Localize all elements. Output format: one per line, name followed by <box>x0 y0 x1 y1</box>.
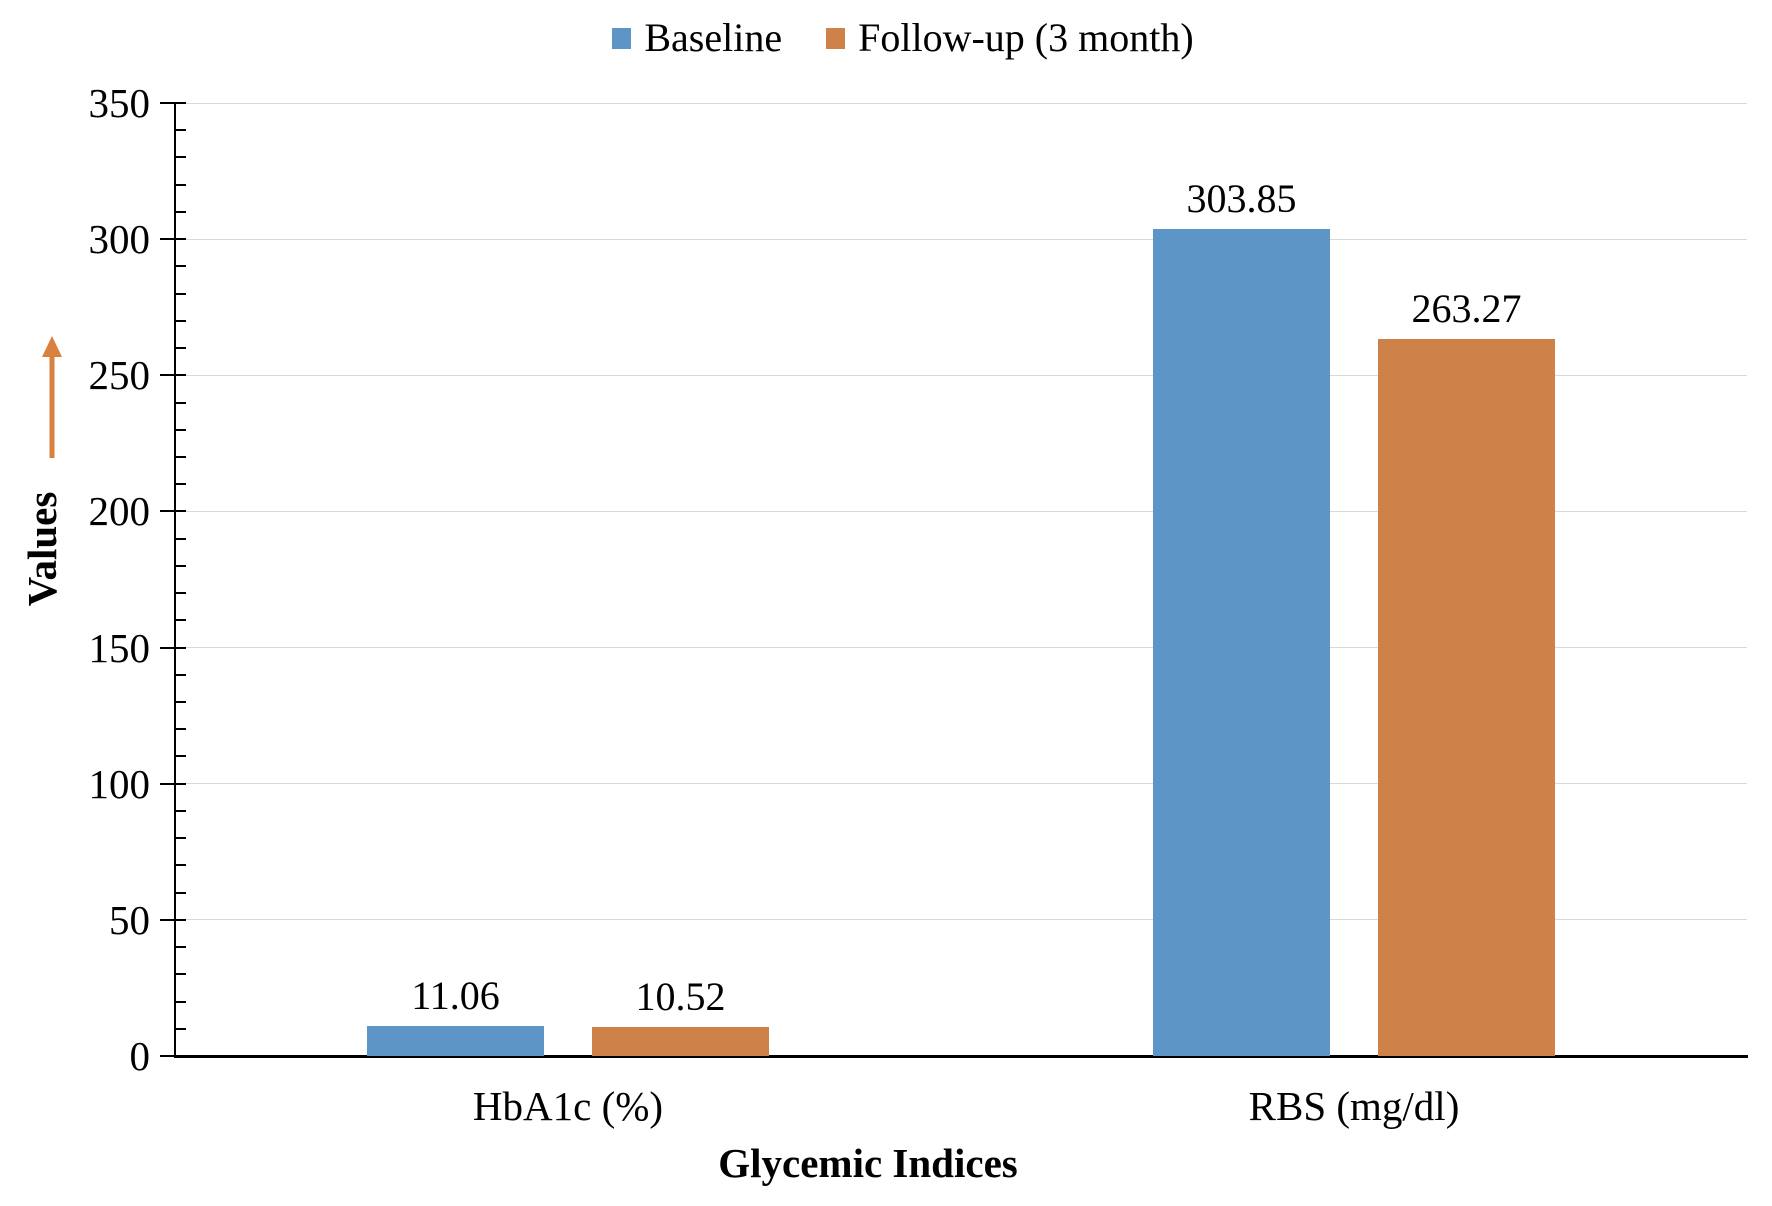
y-axis-arrow-icon <box>42 336 62 458</box>
y-minor-tick <box>175 809 186 812</box>
y-minor-tick <box>175 755 186 758</box>
y-minor-tick <box>175 1000 186 1003</box>
y-minor-tick <box>175 564 186 567</box>
bar-value-label: 303.85 <box>1186 175 1297 221</box>
y-minor-tick <box>175 129 186 132</box>
chart-legend: Baseline Follow-up (3 month) <box>17 14 1772 62</box>
y-minor-tick <box>175 347 186 350</box>
y-minor-tick <box>175 537 186 540</box>
bar-value-label: 263.27 <box>1411 286 1522 332</box>
y-minor-tick <box>175 673 186 676</box>
y-minor-tick <box>175 864 186 867</box>
y-minor-tick <box>175 1027 186 1030</box>
gridline <box>175 102 1747 104</box>
y-tick-label: 200 <box>88 488 151 535</box>
y-tick-label: 50 <box>109 896 150 943</box>
category-label: HbA1c (%) <box>472 1083 664 1129</box>
y-tick-label: 350 <box>88 80 151 126</box>
y-minor-tick <box>175 210 186 213</box>
gridline <box>175 374 1747 376</box>
legend-label: Follow-up (3 month) <box>858 15 1194 60</box>
y-minor-tick <box>175 428 186 431</box>
legend-label: Baseline <box>644 15 783 60</box>
y-minor-tick <box>175 592 186 595</box>
bar-baseline-cat1 <box>1153 228 1330 1056</box>
y-minor-tick <box>175 728 186 731</box>
y-minor-tick <box>175 701 186 704</box>
y-minor-tick <box>175 973 186 976</box>
legend-swatch-icon <box>826 27 846 49</box>
bar-baseline-cat0 <box>367 1025 544 1056</box>
y-major-tick <box>160 1055 186 1057</box>
bar-value-label: 11.06 <box>411 972 500 1018</box>
gridline <box>175 647 1747 649</box>
y-minor-tick <box>175 455 186 458</box>
y-major-tick <box>160 782 186 785</box>
y-tick-label: 0 <box>129 1033 151 1079</box>
y-tick-label: 100 <box>88 760 151 807</box>
y-minor-tick <box>175 946 186 949</box>
y-tick-label: 150 <box>88 624 151 671</box>
bar-follow-up-3-month-cat0 <box>592 1027 769 1056</box>
y-axis-line <box>174 103 176 1056</box>
y-minor-tick <box>175 483 186 486</box>
x-axis-line <box>174 1055 1748 1058</box>
gridline <box>175 510 1747 512</box>
y-tick-label: 300 <box>88 216 151 263</box>
y-minor-tick <box>175 265 186 268</box>
gridline <box>175 783 1747 785</box>
bar-follow-up-3-month-cat1 <box>1378 339 1555 1056</box>
legend-swatch-icon <box>612 27 632 49</box>
y-major-tick <box>160 374 186 377</box>
y-minor-tick <box>175 183 186 186</box>
y-major-tick <box>160 102 186 104</box>
y-minor-tick <box>175 619 186 622</box>
legend-item: Follow-up (3 month) <box>826 14 1194 62</box>
y-major-tick <box>160 510 186 513</box>
y-minor-tick <box>175 292 186 295</box>
gridline <box>175 919 1747 921</box>
x-axis-title: Glycemic Indices <box>718 1140 1018 1186</box>
y-major-tick <box>160 238 186 241</box>
y-minor-tick <box>175 837 186 840</box>
y-major-tick <box>160 646 186 649</box>
y-minor-tick <box>175 401 186 404</box>
y-minor-tick <box>175 156 186 159</box>
legend-item: Baseline <box>612 14 782 62</box>
gridline <box>175 238 1747 240</box>
y-minor-tick <box>175 891 186 894</box>
y-tick-label: 250 <box>88 352 151 399</box>
bar-value-label: 10.52 <box>635 974 726 1020</box>
category-label: RBS (mg/dl) <box>1248 1083 1460 1129</box>
y-major-tick <box>160 918 186 921</box>
y-minor-tick <box>175 319 186 322</box>
